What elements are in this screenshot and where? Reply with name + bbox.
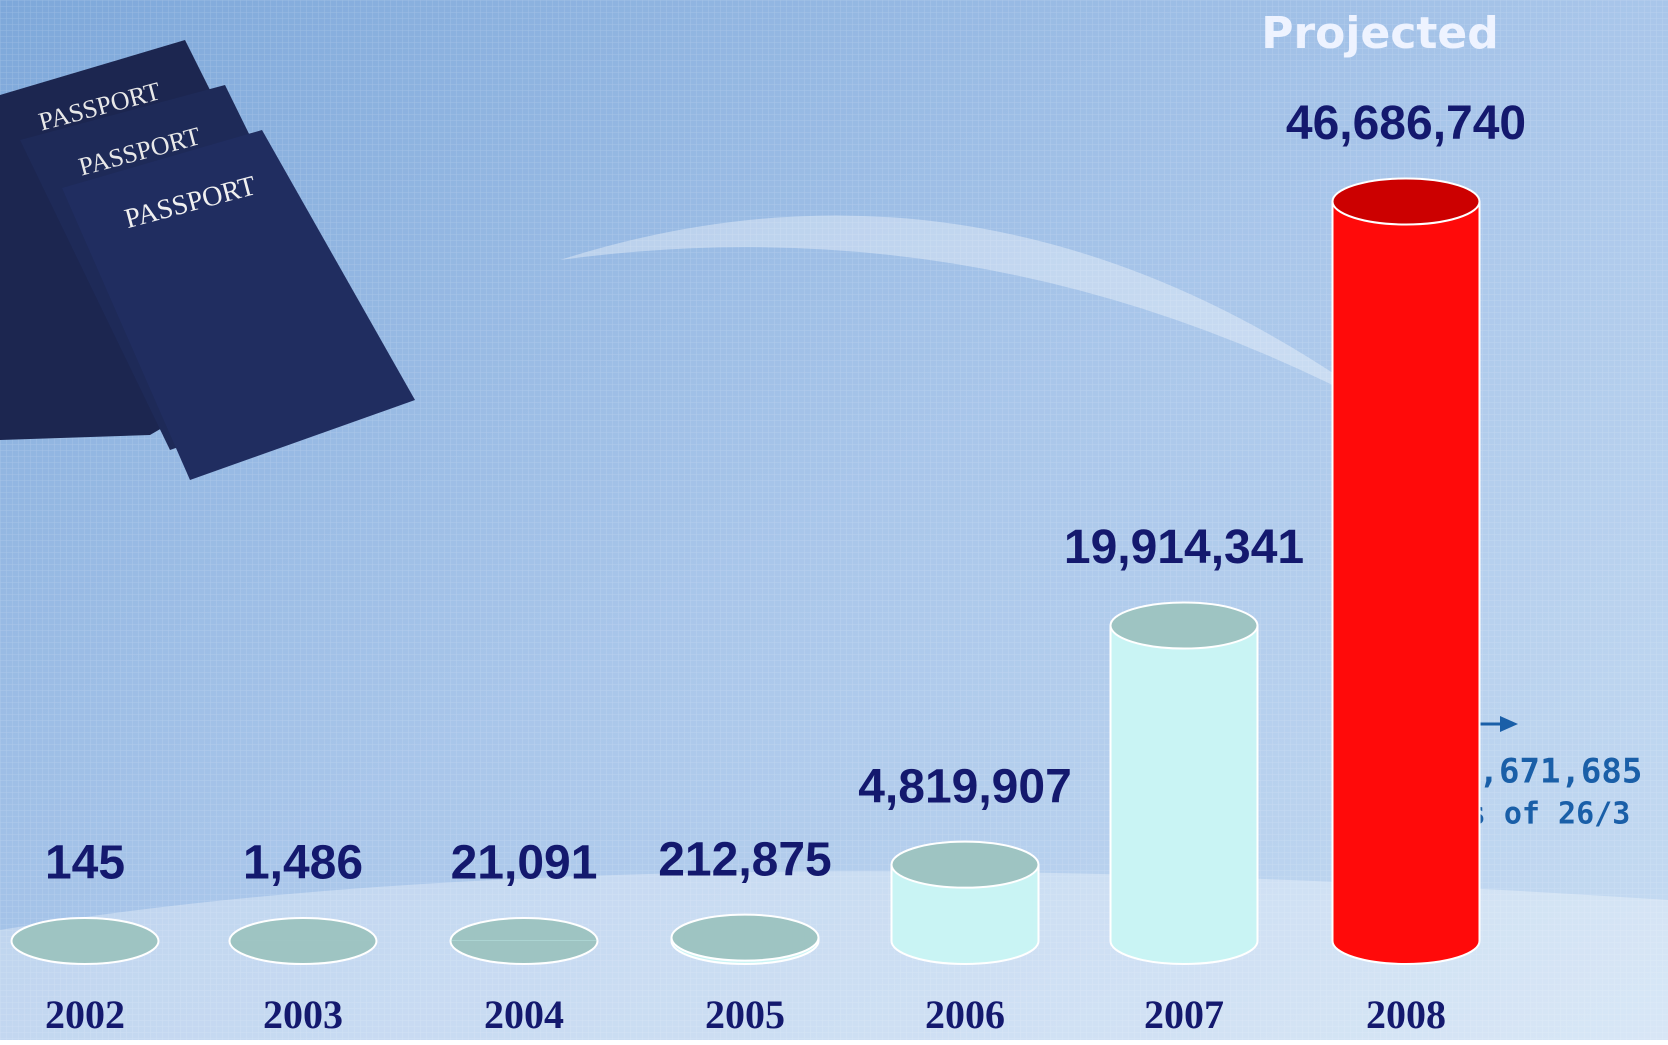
bar [1333,201,1480,941]
x-tick-label: 2002 [45,992,125,1037]
value-label: 212,875 [658,833,832,886]
value-label: 1,486 [243,837,363,890]
x-tick-label: 2007 [1144,992,1224,1037]
x-tick-label: 2006 [925,992,1005,1037]
header: Projected [1261,8,1499,59]
value-label: 19,914,341 [1064,521,1304,574]
x-tick-label: 2008 [1366,992,1446,1037]
value-label: 4,819,907 [858,760,1072,813]
value-label: 21,091 [451,836,598,889]
value-label: 145 [45,837,125,890]
bar-top [1333,178,1480,224]
value-label: 46,686,740 [1286,97,1526,150]
bar [1111,626,1258,941]
x-tick-label: 2003 [263,992,343,1037]
x-tick-label: 2005 [705,992,785,1037]
bar-top [892,842,1039,888]
bar-top [1111,603,1258,649]
x-tick-label: 2004 [484,992,564,1037]
bar-top [672,915,819,961]
